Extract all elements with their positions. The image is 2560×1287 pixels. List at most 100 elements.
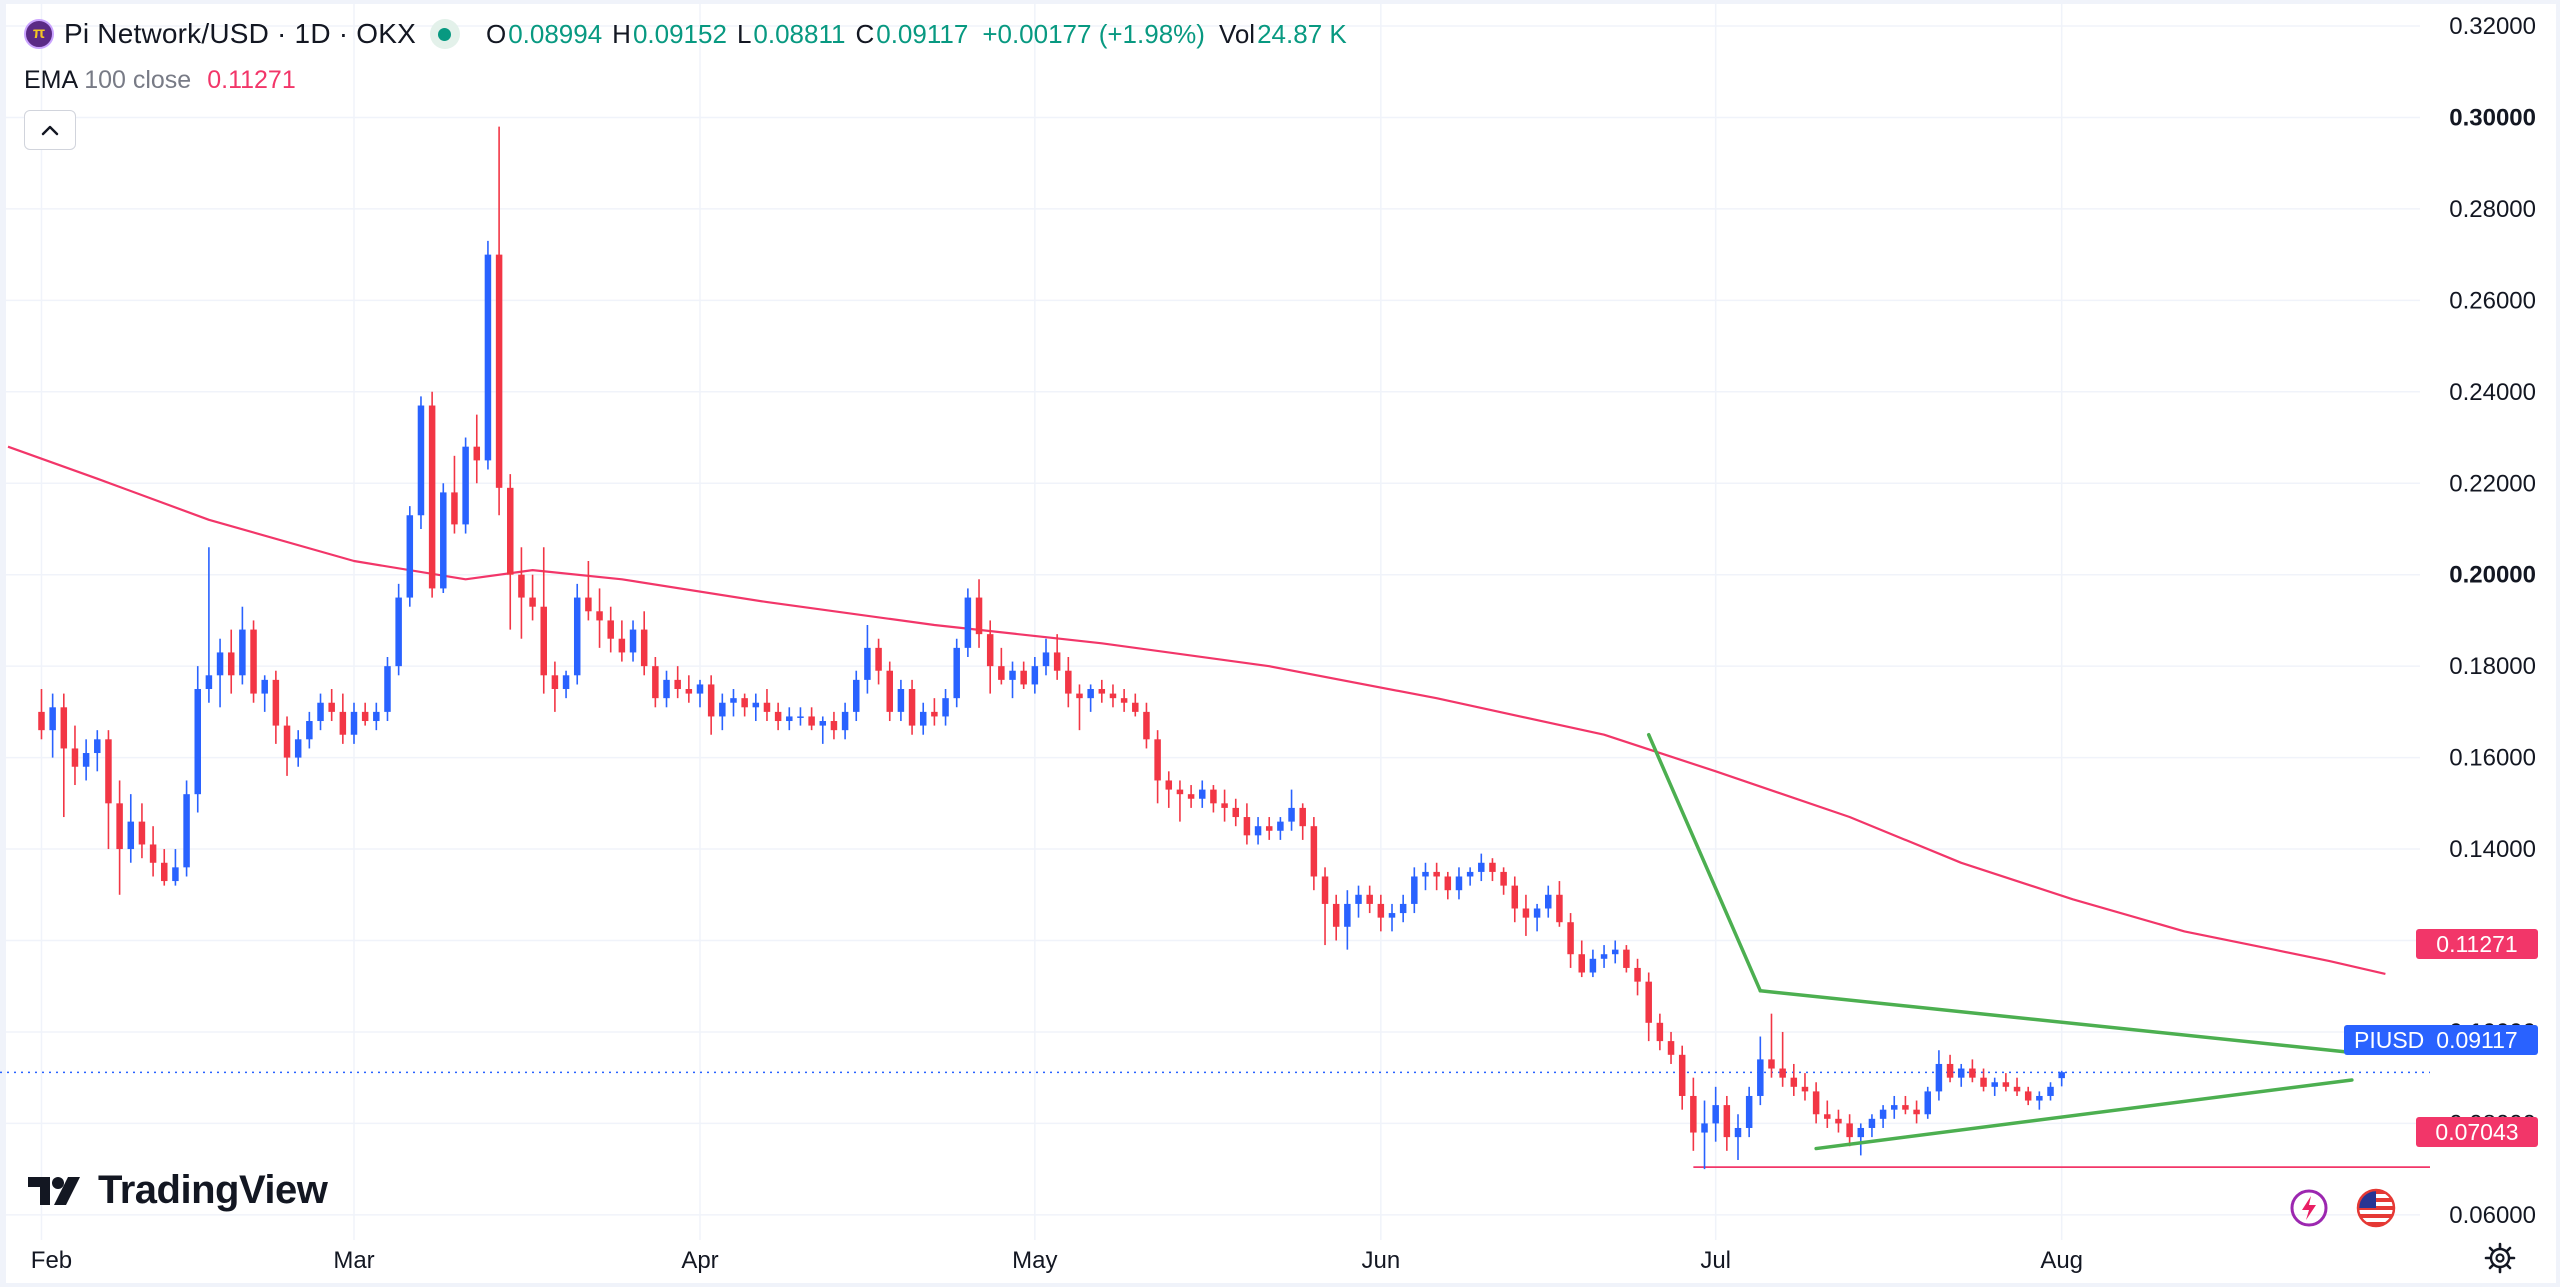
candle-body	[1667, 1041, 1675, 1055]
candle-body	[1779, 1068, 1786, 1078]
time-axis[interactable]: Feb Mar Apr May Jun Jul Aug	[31, 1247, 2083, 1274]
candle	[406, 506, 414, 607]
candle-body	[395, 597, 402, 667]
candle	[1824, 1100, 1831, 1128]
candle-body	[227, 652, 235, 676]
candle	[1411, 867, 1418, 914]
candle	[1991, 1077, 1998, 1096]
candle	[752, 693, 760, 722]
low-value: 0.08811	[753, 18, 846, 49]
candle-body	[908, 689, 916, 726]
ema-value: 0.11271	[207, 66, 296, 94]
candle	[484, 240, 492, 470]
candle-body	[618, 638, 626, 653]
candle	[1623, 945, 1630, 973]
candle-body	[919, 711, 927, 726]
collapse-legend-button[interactable]	[24, 110, 76, 150]
lightning-icon[interactable]	[2289, 1188, 2329, 1228]
settings-gear-icon[interactable]	[2484, 1242, 2516, 1274]
candle-body	[1076, 693, 1083, 699]
candle	[1500, 867, 1507, 895]
candle-body	[1578, 954, 1585, 973]
candle-body	[975, 597, 983, 635]
candle-body	[551, 675, 559, 690]
price-tick-label: 0.06000	[2449, 1202, 2536, 1229]
candle	[205, 547, 213, 703]
candle	[1969, 1059, 1976, 1083]
candle	[964, 588, 972, 658]
candle	[1232, 798, 1239, 827]
candle-body	[1902, 1105, 1909, 1110]
candle-body	[1723, 1105, 1731, 1138]
candle-body	[484, 254, 492, 461]
price-tick-label: 0.26000	[2449, 287, 2536, 314]
candle-body	[1053, 652, 1061, 671]
candle-body	[1556, 894, 1563, 923]
symbol-title[interactable]: Pi Network/USD · 1D · OKX	[64, 18, 416, 49]
candle-body	[719, 702, 726, 717]
candle-body	[161, 862, 168, 882]
candle	[931, 698, 938, 726]
candles-layer	[38, 126, 2065, 1170]
candle-body	[417, 405, 425, 516]
candle-body	[1634, 967, 1641, 982]
candle-body	[1031, 666, 1039, 685]
candle-body	[1645, 981, 1652, 1023]
candle	[1277, 817, 1284, 840]
candle-body	[607, 620, 614, 639]
close-value: 0.09117	[876, 18, 969, 49]
market-status-icon[interactable]	[429, 19, 460, 49]
candle-body	[1344, 903, 1351, 927]
candle	[1533, 903, 1541, 932]
candle	[1857, 1123, 1865, 1156]
candle	[986, 620, 994, 694]
candle-body	[328, 702, 335, 712]
candle-body	[685, 689, 693, 694]
candle	[1310, 817, 1318, 891]
candle	[462, 437, 469, 534]
candle	[1734, 1114, 1742, 1160]
candle-body	[1132, 702, 1139, 712]
candle-body	[1589, 958, 1597, 973]
candle-body	[674, 679, 681, 690]
candle	[1254, 817, 1262, 845]
candle	[719, 693, 726, 731]
ema-params: 100 close	[84, 66, 192, 94]
candle-body	[1879, 1109, 1887, 1119]
candle	[953, 638, 960, 708]
candle	[216, 638, 224, 708]
candle	[1466, 867, 1474, 886]
candle-body	[361, 711, 369, 722]
candle-body	[1120, 698, 1128, 703]
candle-body	[1411, 876, 1418, 904]
us-flag-icon[interactable]	[2356, 1188, 2396, 1228]
candle-body	[1812, 1091, 1820, 1115]
candle	[819, 716, 827, 744]
candle-body	[1690, 1095, 1697, 1133]
candle	[1846, 1114, 1853, 1147]
candle-body	[1042, 652, 1050, 667]
candle-body	[60, 707, 68, 749]
candle-body	[1377, 903, 1385, 918]
candle	[1444, 871, 1452, 900]
candle	[808, 707, 815, 731]
candle-body	[38, 711, 45, 731]
price-tick-label: 0.16000	[2449, 745, 2536, 772]
tradingview-logo[interactable]: TradingView	[28, 1168, 328, 1213]
candle	[1076, 684, 1083, 731]
trendline	[1646, 732, 1763, 993]
candle-body	[1433, 871, 1440, 877]
symbol-price-tag: PIUSD	[2344, 1025, 2435, 1055]
candle	[1790, 1063, 1798, 1096]
candle-body	[317, 702, 324, 722]
ema-price-tag: 0.11271	[2416, 929, 2538, 959]
candle	[2047, 1082, 2054, 1101]
candle-body	[1210, 789, 1217, 804]
ema-legend[interactable]: EMA 100 close 0.11271	[24, 66, 296, 95]
candle	[540, 547, 547, 694]
candle-body	[752, 702, 760, 708]
candle	[2036, 1091, 2043, 1110]
candle-body	[373, 711, 380, 722]
trendlines-layer[interactable]	[1646, 732, 2354, 1151]
